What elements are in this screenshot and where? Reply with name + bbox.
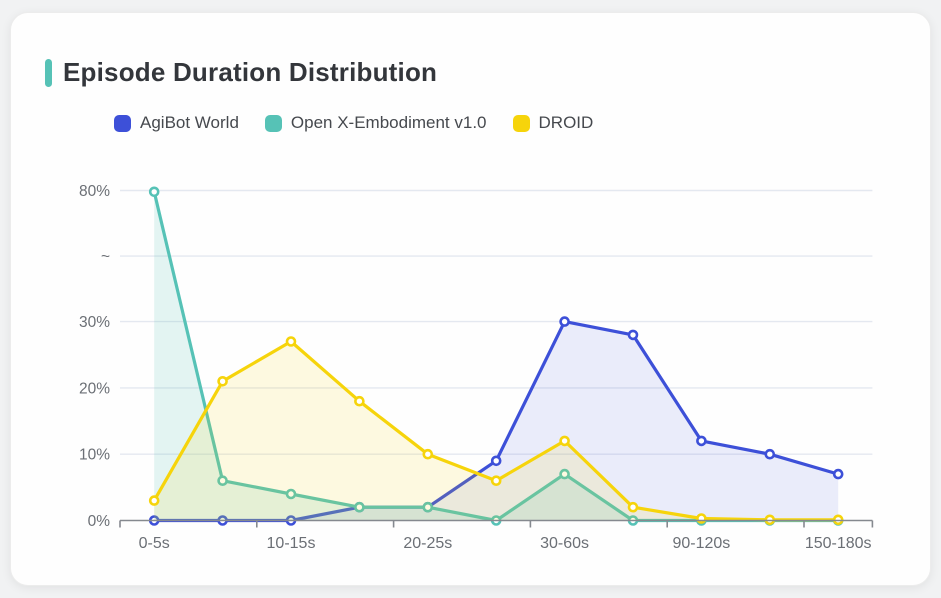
- data-point-marker: [354, 395, 365, 407]
- x-tick-label: 20-25s: [403, 535, 452, 552]
- page-title: Episode Duration Distribution: [63, 57, 438, 87]
- title-accent-bar: [45, 58, 52, 87]
- data-point-marker: [559, 316, 570, 327]
- series-area-0: [154, 321, 839, 521]
- x-tick-label: 10-15s: [267, 535, 316, 552]
- legend-item-0[interactable]: AgiBot World: [114, 113, 239, 133]
- data-point-marker: [627, 329, 639, 341]
- legend-label: Open X-Embodiment v1.0: [290, 113, 487, 132]
- legend-label: DROID: [538, 113, 594, 132]
- y-tick-label: 20%: [79, 380, 110, 397]
- series-area-2: [154, 341, 839, 521]
- data-point-marker: [696, 435, 707, 447]
- legend-item-2[interactable]: DROID: [512, 113, 594, 133]
- legend-label: AgiBot World: [140, 113, 239, 132]
- data-point-marker: [285, 488, 297, 500]
- chart-legend: AgiBot World Open X-Embodiment v1.0 DROID: [114, 113, 930, 133]
- y-axis-break-mark: ~: [101, 249, 110, 266]
- data-point-marker: [832, 468, 844, 480]
- y-tick-label: 0%: [88, 513, 111, 530]
- y-tick-label: 80%: [79, 183, 110, 200]
- data-point-marker: [217, 375, 228, 387]
- y-tick-label: 10%: [79, 447, 110, 464]
- x-tick-label: 90-120s: [672, 535, 730, 552]
- series-area-1: [154, 191, 839, 521]
- x-tick-label: 150-180s: [805, 535, 872, 552]
- chart-card: Episode Duration Distribution AgiBot Wor…: [10, 12, 931, 586]
- data-point-marker: [148, 495, 160, 506]
- data-point-marker: [422, 501, 434, 513]
- x-tick-label: 30-60s: [540, 535, 589, 552]
- data-point-marker: [217, 475, 228, 487]
- y-tick-label: 30%: [79, 314, 110, 331]
- legend-item-1[interactable]: Open X-Embodiment v1.0: [264, 113, 487, 133]
- data-point-marker: [285, 336, 297, 347]
- legend-swatch: [264, 114, 282, 132]
- legend-swatch: [114, 114, 131, 132]
- data-point-marker: [422, 448, 434, 460]
- x-tick-label: 0-5s: [139, 535, 170, 552]
- chart-header: Episode Duration Distribution: [45, 57, 930, 88]
- data-point-marker: [490, 475, 502, 487]
- data-point-marker: [764, 448, 776, 460]
- data-point-marker: [559, 435, 570, 447]
- data-point-marker: [627, 501, 639, 513]
- data-point-marker: [490, 455, 502, 467]
- data-point-marker: [559, 468, 570, 480]
- data-point-marker: [354, 501, 365, 513]
- legend-swatch: [512, 114, 530, 132]
- data-point-marker: [148, 186, 160, 198]
